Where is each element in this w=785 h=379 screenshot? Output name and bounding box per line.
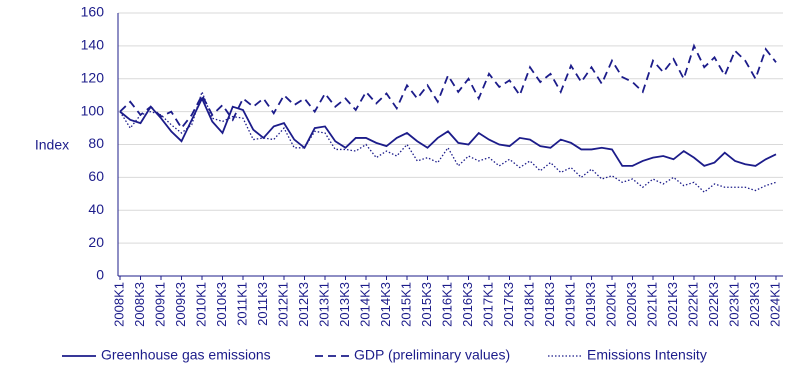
x-tick-label: 2010K3 xyxy=(214,282,229,327)
x-tick-label: 2010K1 xyxy=(193,282,208,327)
x-tick-label: 2023K3 xyxy=(747,282,762,327)
x-tick-label: 2019K1 xyxy=(562,282,577,327)
y-tick-label: 20 xyxy=(88,234,104,250)
x-tick-label: 2020K1 xyxy=(603,282,618,327)
y-tick-label: 60 xyxy=(88,168,104,184)
x-tick-label: 2014K1 xyxy=(357,282,372,327)
x-tick-label: 2021K3 xyxy=(665,282,680,327)
x-tick-label: 2013K1 xyxy=(316,282,331,327)
y-tick-label: 80 xyxy=(88,135,104,151)
x-tick-label: 2020K3 xyxy=(624,282,639,327)
y-tick-label: 100 xyxy=(81,102,105,118)
series-line xyxy=(119,43,777,130)
x-tick-label: 2015K1 xyxy=(398,282,413,327)
y-tick-label: 0 xyxy=(96,267,104,283)
y-tick-label: 160 xyxy=(81,4,105,20)
x-tick-label: 2009K3 xyxy=(173,282,188,327)
x-tick-label: 2011K3 xyxy=(255,282,270,326)
legend-label: GDP (preliminary values) xyxy=(354,347,510,363)
x-tick-label: 2008K1 xyxy=(111,282,126,327)
y-axis-label: Index xyxy=(35,137,69,153)
x-tick-label: 2018K1 xyxy=(521,282,536,327)
x-tick-label: 2023K1 xyxy=(726,282,741,327)
x-tick-label: 2019K3 xyxy=(583,282,598,327)
x-tick-label: 2011K1 xyxy=(234,282,249,326)
series-line xyxy=(119,89,777,194)
y-tick-label: 140 xyxy=(81,37,105,53)
x-tick-label: 2022K3 xyxy=(706,282,721,327)
x-tick-label: 2016K1 xyxy=(439,282,454,327)
y-tick-label: 40 xyxy=(88,201,104,217)
x-tick-label: 2015K3 xyxy=(419,282,434,327)
x-tick-label: 2022K1 xyxy=(685,282,700,327)
x-tick-label: 2024K1 xyxy=(767,282,782,327)
x-tick-label: 2009K1 xyxy=(152,282,167,327)
x-tick-label: 2017K1 xyxy=(480,282,495,327)
x-tick-label: 2021K1 xyxy=(644,282,659,327)
legend-label: Emissions Intensity xyxy=(587,347,707,363)
x-tick-label: 2016K3 xyxy=(460,282,475,327)
x-tick-label: 2008K3 xyxy=(132,282,147,327)
x-tick-label: 2018K3 xyxy=(542,282,557,327)
x-tick-label: 2012K3 xyxy=(296,282,311,327)
x-tick-label: 2013K3 xyxy=(337,282,352,327)
x-tick-label: 2017K3 xyxy=(501,282,516,327)
y-tick-label: 120 xyxy=(81,69,105,85)
legend-label: Greenhouse gas emissions xyxy=(101,347,271,363)
x-tick-label: 2012K1 xyxy=(275,282,290,327)
x-tick-label: 2014K3 xyxy=(378,282,393,327)
